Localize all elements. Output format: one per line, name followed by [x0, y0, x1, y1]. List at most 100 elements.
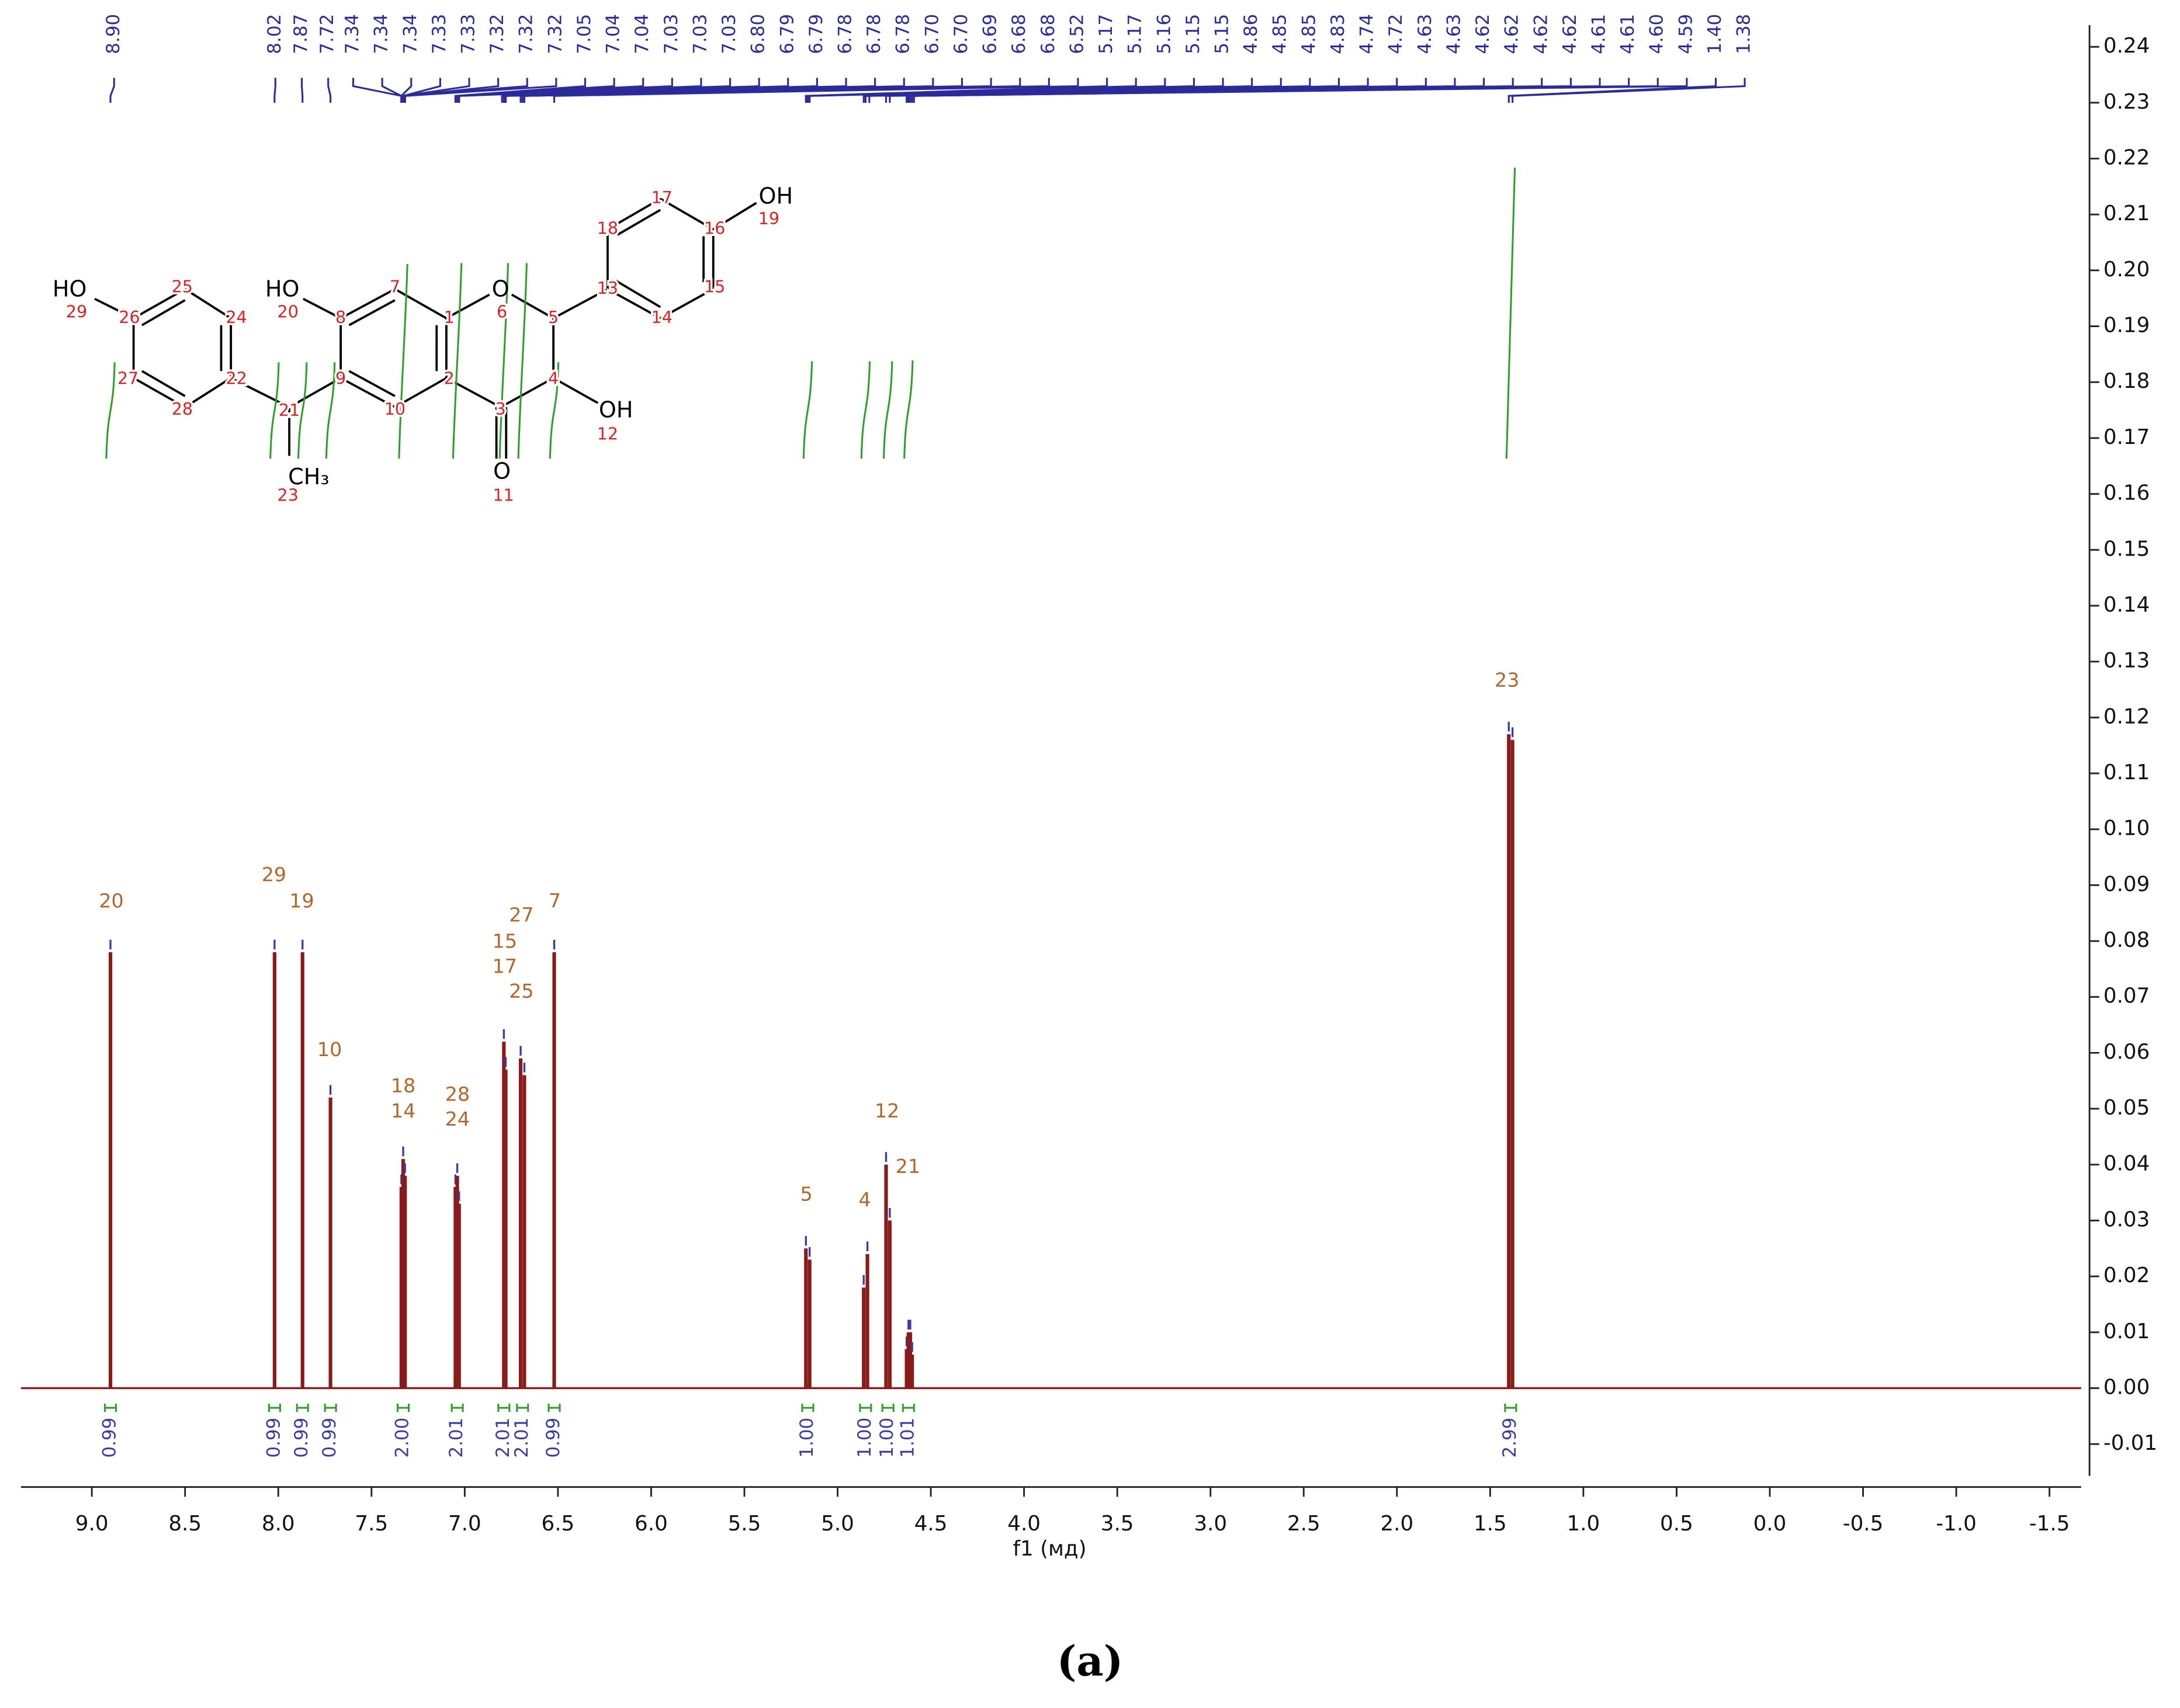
atom-number: 4: [548, 369, 559, 388]
peak-label: 7.32: [545, 14, 566, 54]
atom-label: CH₃: [288, 464, 329, 490]
integral-label: 1.00: [876, 1418, 897, 1458]
x-tick-label: -1.0: [1936, 1512, 1977, 1536]
x-tick-label: 8.5: [168, 1512, 202, 1536]
y-tick-label: -0.01: [2103, 1431, 2157, 1455]
atom-number: 29: [66, 301, 87, 321]
assignment-label: 5: [800, 1183, 813, 1206]
peak-label: 6.79: [777, 14, 798, 54]
integral-label: 1.01: [897, 1418, 918, 1458]
y-tick-label: 0.10: [2103, 817, 2150, 841]
assignment-label: 4: [858, 1188, 871, 1211]
atom-number: 24: [226, 307, 247, 327]
peak-label: 7.04: [603, 14, 624, 54]
y-tick-label: 0.19: [2103, 314, 2150, 338]
x-tick-label: -1.5: [2029, 1512, 2070, 1536]
y-tick-label: 0.05: [2103, 1096, 2150, 1120]
peak-label: 4.83: [1328, 14, 1349, 54]
peak-label: 5.16: [1153, 14, 1174, 54]
peak-label: 4.61: [1589, 14, 1610, 54]
peak-label-connector: [1512, 78, 1746, 103]
x-tick-label: 5.5: [728, 1512, 761, 1536]
atom-number: 5: [548, 307, 559, 327]
peak-label: 7.03: [689, 14, 711, 54]
assignment-label: 27: [509, 903, 533, 926]
atom-number: 14: [651, 307, 673, 327]
atom-number: 20: [278, 301, 299, 321]
peak-label: 7.33: [458, 14, 479, 54]
atom-number: 10: [384, 399, 405, 419]
peak-label: 6.68: [1038, 14, 1059, 54]
atom-number: 17: [651, 188, 673, 207]
atom-number: 26: [119, 307, 140, 327]
peak-label: 5.15: [1183, 14, 1204, 54]
assignment-label: 19: [289, 890, 314, 912]
x-tick-label: 3.5: [1101, 1512, 1134, 1536]
integral-label: 0.99: [543, 1418, 564, 1458]
x-tick-label: 6.5: [542, 1512, 575, 1536]
peak-label: 4.72: [1385, 14, 1406, 54]
y-tick-label: 0.04: [2103, 1152, 2150, 1176]
atom-number: 9: [335, 369, 346, 388]
peak-label: 7.04: [632, 14, 653, 54]
assignment-label: 24: [445, 1108, 470, 1130]
x-tick-label: 7.5: [355, 1512, 388, 1536]
peak-label: 7.87: [290, 14, 311, 54]
peak-label: 8.90: [103, 14, 124, 54]
y-tick-label: 0.20: [2103, 258, 2150, 282]
atom-number: 27: [117, 369, 138, 388]
integral-bracket: [296, 1403, 309, 1412]
peak-label: 7.05: [574, 14, 595, 54]
integral-bracket: [268, 1403, 281, 1412]
integral-curve: [860, 361, 871, 459]
molecule-bonds: [94, 197, 757, 459]
y-tick-label: 0.24: [2103, 34, 2150, 58]
peak-label: 7.32: [516, 14, 537, 54]
peak-label: 4.63: [1415, 14, 1436, 54]
integral-label: 0.99: [319, 1418, 340, 1458]
y-tick-label: 0.00: [2103, 1375, 2150, 1399]
atom-label: O: [493, 458, 511, 484]
atom-label: O: [492, 276, 510, 302]
peak-label: 7.34: [400, 14, 421, 54]
peak-label: 7.03: [661, 14, 682, 54]
atom-number: 7: [390, 276, 400, 296]
peak-label-connector: [327, 78, 332, 103]
atom-number: 25: [172, 276, 193, 296]
atom-label: OH: [599, 397, 633, 423]
assignment-label: 10: [317, 1038, 342, 1061]
peak-label: 4.62: [1530, 14, 1551, 54]
peak-label-connector: [109, 78, 115, 103]
x-tick-label: 0.5: [1660, 1512, 1693, 1536]
peak-label: 6.78: [893, 14, 914, 54]
assignment-label: 28: [445, 1082, 470, 1105]
integral-curve: [452, 263, 463, 459]
atom-number: 13: [597, 278, 618, 298]
peak-label: 4.62: [1559, 14, 1581, 54]
peak-label: 4.86: [1240, 14, 1261, 54]
y-tick-label: 0.16: [2103, 481, 2150, 505]
integral-label: 2.00: [392, 1418, 413, 1458]
integral-bracket: [516, 1403, 529, 1412]
integral-bracket: [104, 1403, 117, 1412]
atom-label: HO: [265, 276, 300, 302]
integral-curve: [105, 362, 116, 459]
peak-label-connector: [913, 78, 1688, 103]
atom-number: 8: [335, 307, 346, 327]
integral-bracket: [881, 1403, 895, 1412]
y-tick-label: 0.21: [2103, 202, 2150, 225]
y-tick-label: 0.23: [2103, 90, 2150, 114]
integral-curve: [297, 362, 308, 459]
x-tick-label: 3.0: [1194, 1512, 1227, 1536]
atom-number: 18: [597, 218, 618, 238]
x-tick-label: 2.0: [1380, 1512, 1413, 1536]
y-tick-label: 0.01: [2103, 1320, 2150, 1344]
y-tick-label: 0.22: [2103, 146, 2150, 170]
integral-bracket: [324, 1403, 337, 1412]
peak-label: 7.03: [719, 14, 740, 54]
atom-number: 1: [444, 307, 455, 327]
peak-label: 7.34: [342, 14, 363, 54]
y-tick-label: 0.06: [2103, 1040, 2150, 1064]
